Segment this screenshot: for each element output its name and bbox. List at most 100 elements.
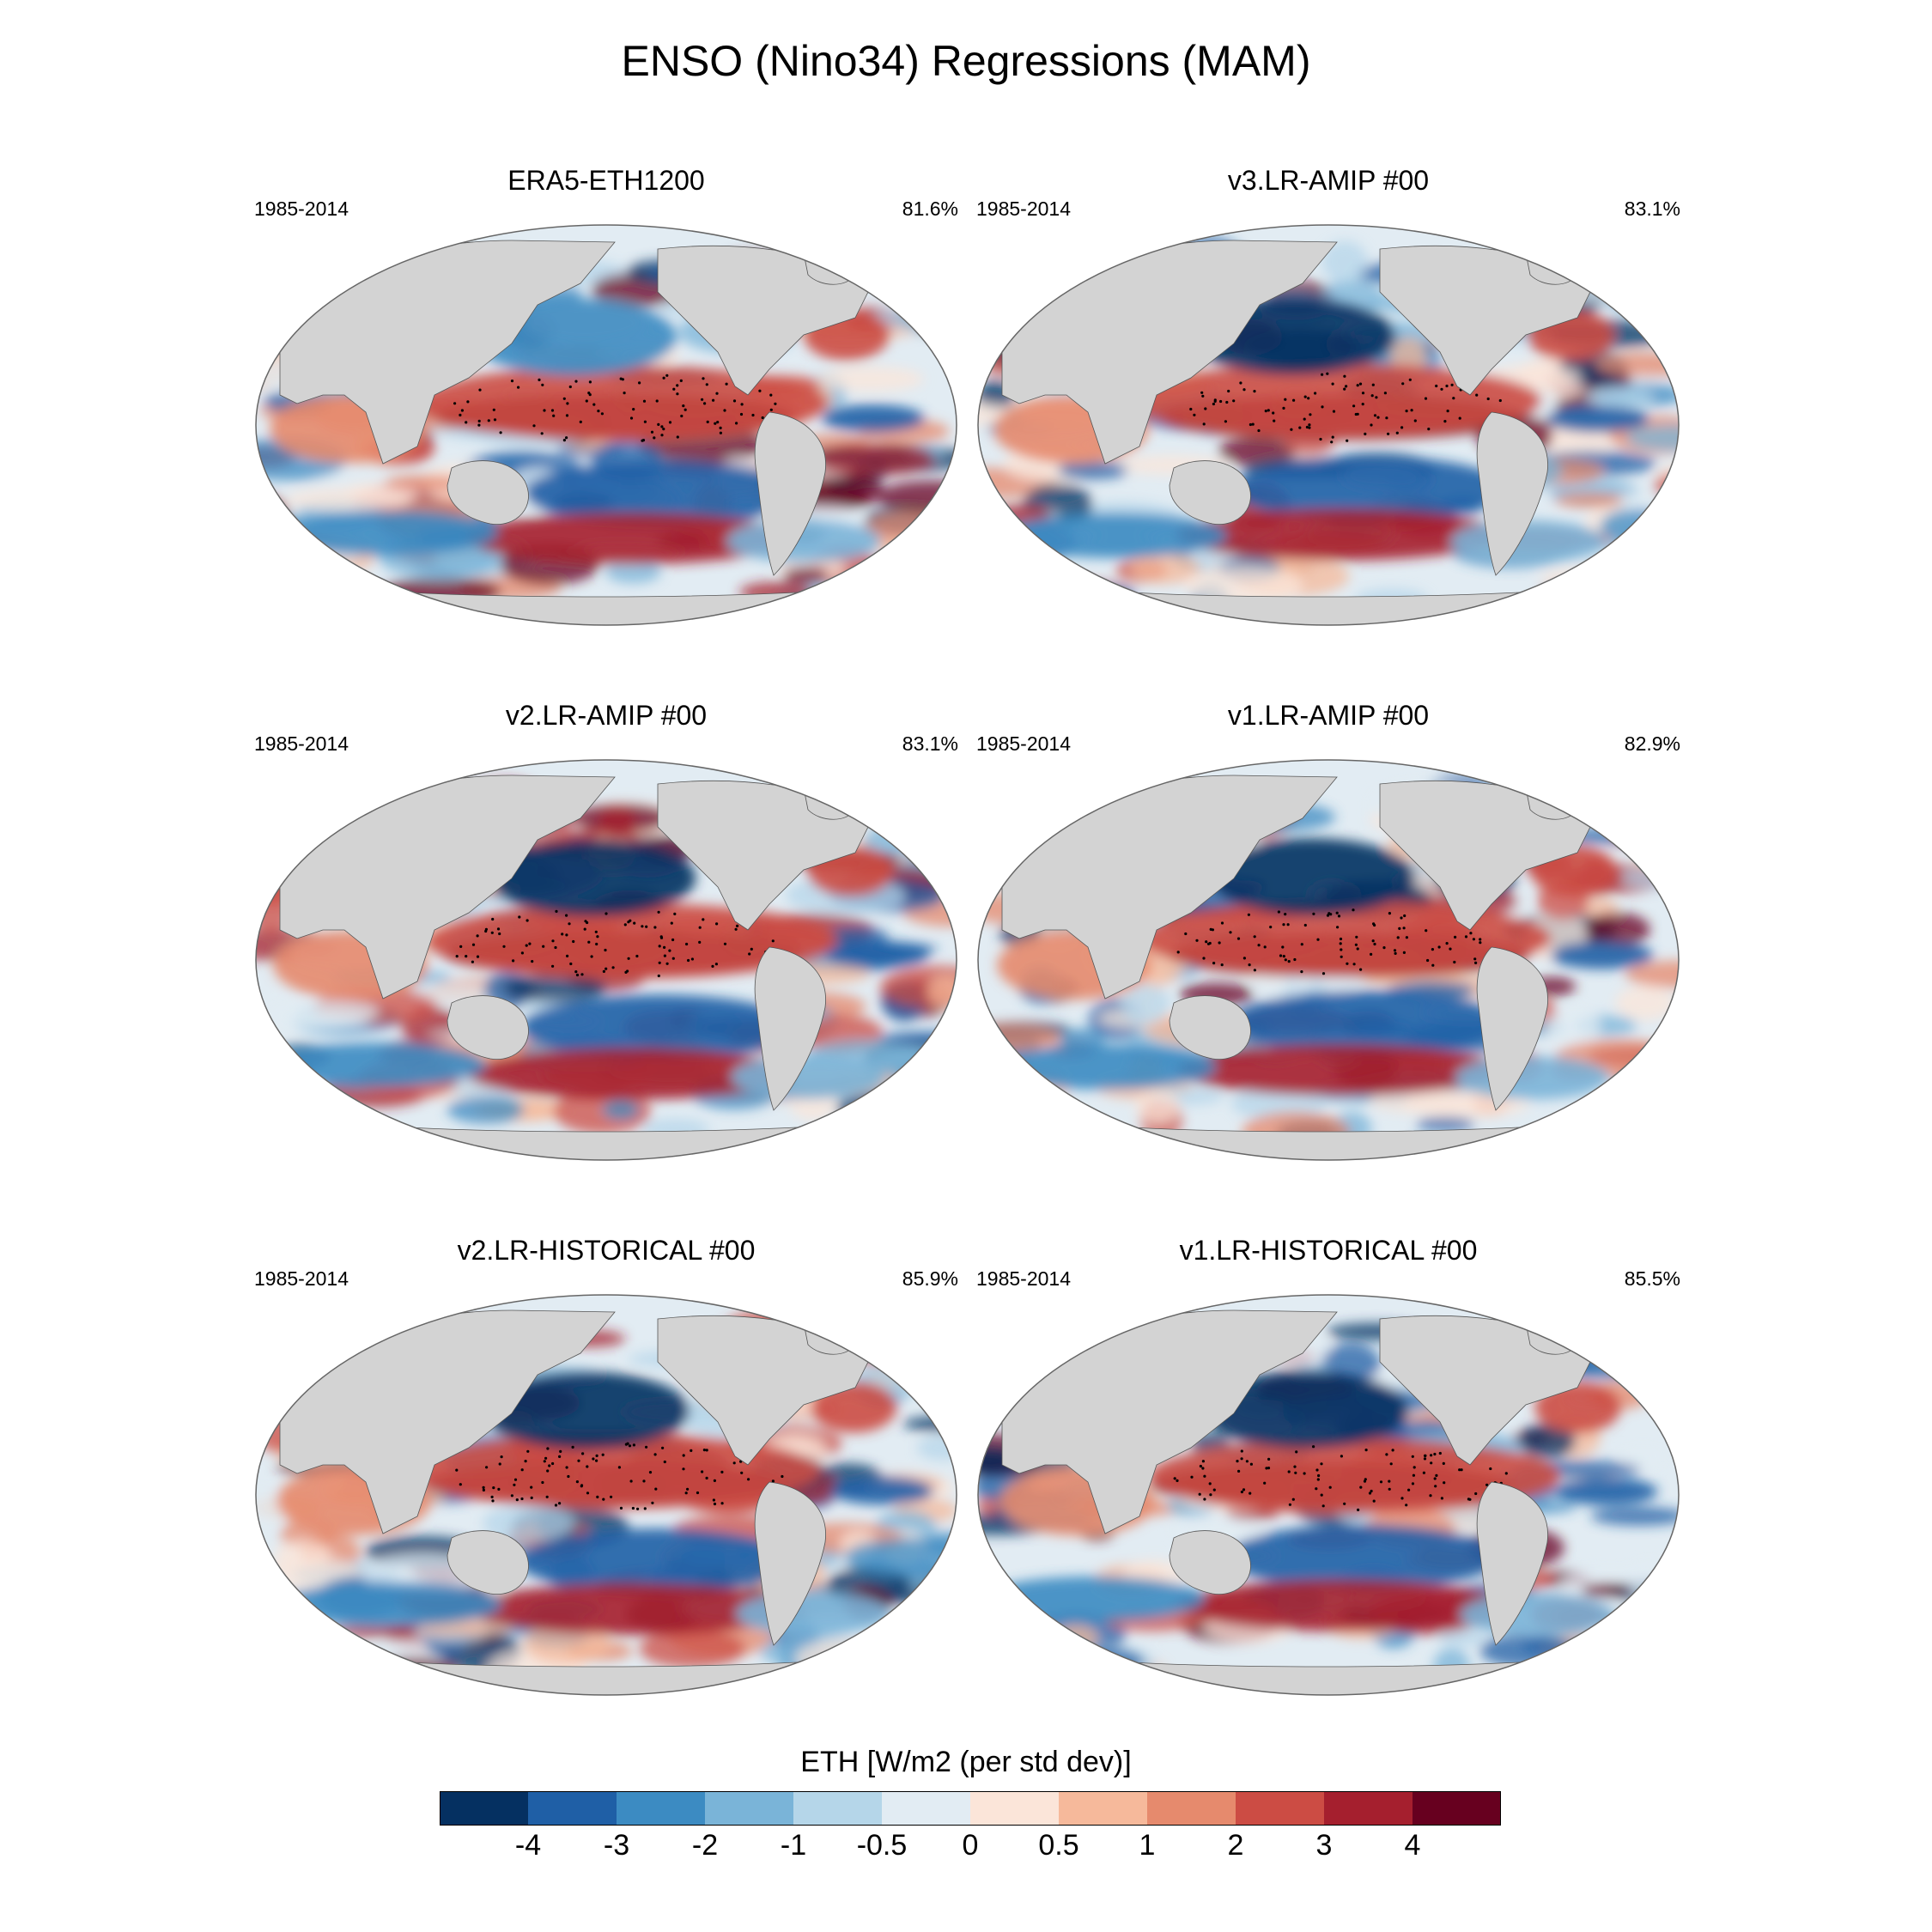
significance-dot (1405, 410, 1408, 413)
significance-dot (1385, 416, 1388, 420)
significance-dot (1340, 948, 1343, 951)
significance-dot (1435, 1473, 1438, 1477)
significance-dot (1227, 389, 1230, 393)
significance-dot (1263, 1481, 1267, 1485)
land-mass (1169, 460, 1251, 526)
anomaly-region (1550, 941, 1654, 969)
anomaly-cell (523, 1624, 611, 1665)
significance-dot (1339, 942, 1342, 945)
anomaly-cell (1615, 985, 1675, 1021)
significance-dot (1343, 374, 1346, 378)
significance-dot (771, 939, 775, 943)
significance-dot (682, 404, 685, 408)
panel-pattern-correlation: 81.6% (902, 197, 958, 220)
significance-dot (1267, 409, 1270, 412)
colorbar-tick-label: 4 (1404, 1829, 1421, 1862)
significance-dot (1431, 948, 1434, 951)
significance-dot (546, 1469, 550, 1473)
significance-dot (586, 1492, 590, 1495)
anomaly-cell (1585, 562, 1678, 578)
land-mass (447, 1530, 529, 1595)
anomaly-region (1455, 1056, 1610, 1100)
significance-dot (1445, 384, 1449, 388)
anomaly-region (465, 513, 793, 564)
significance-dot (1358, 382, 1363, 386)
significance-dot (565, 414, 569, 417)
significance-dot (1195, 939, 1199, 942)
significance-dot (1287, 1470, 1291, 1473)
significance-dot (499, 431, 502, 434)
significance-dot (596, 935, 599, 939)
significance-dot (1443, 1481, 1446, 1485)
significance-dot (498, 932, 501, 936)
colorbar-segment (1236, 1791, 1325, 1826)
significance-dot (476, 955, 480, 958)
colorbar-segment (1059, 1791, 1148, 1826)
significance-dot (1370, 423, 1373, 427)
significance-dot (1201, 1460, 1205, 1463)
anomaly-cell (1616, 1346, 1679, 1376)
significance-dot (551, 939, 555, 943)
world-map (977, 759, 1680, 1161)
significance-dot (626, 1442, 629, 1445)
significance-dot (1273, 419, 1276, 422)
significance-dot (657, 910, 660, 914)
significance-dot (459, 945, 463, 948)
anomaly-cell (1516, 1424, 1576, 1459)
significance-dot (629, 416, 634, 420)
significance-dot (705, 383, 708, 386)
significance-dot (569, 962, 573, 966)
significance-dot (571, 1445, 574, 1449)
significance-dot (1321, 405, 1324, 409)
significance-dot (1426, 958, 1430, 963)
colorbar-tick-label: 3 (1315, 1829, 1333, 1862)
significance-dot (1458, 1468, 1461, 1472)
significance-dot (623, 923, 627, 927)
significance-dot (696, 1491, 700, 1495)
panel-period: 1985-2014 (976, 197, 1071, 220)
significance-dot (1359, 968, 1363, 971)
anomaly-cell (1610, 827, 1679, 848)
significance-dot (1189, 407, 1193, 411)
anomaly-cell (1627, 1084, 1679, 1129)
land-mass (1476, 411, 1548, 576)
significance-dot (662, 428, 665, 431)
anomaly-cell (1438, 1630, 1487, 1646)
anomaly-region (821, 404, 925, 433)
anomaly-cell (602, 1100, 640, 1120)
significance-dot (482, 1488, 485, 1492)
significance-dot (1292, 398, 1296, 402)
anomaly-region (1546, 405, 1649, 433)
significance-dot (526, 919, 529, 922)
significance-dot (484, 929, 488, 933)
significance-dot (600, 412, 604, 416)
anomaly-cell (1218, 437, 1297, 466)
significance-dot (596, 1495, 599, 1498)
significance-dot (1286, 923, 1290, 927)
anomaly-region (731, 1055, 886, 1099)
anomaly-region (521, 994, 797, 1060)
significance-dot (565, 436, 568, 440)
significance-dot (1295, 1450, 1298, 1454)
anomaly-region (1232, 456, 1508, 522)
significance-dot (1308, 426, 1311, 429)
significance-dot (1352, 404, 1356, 408)
significance-dot (1240, 1490, 1243, 1494)
significance-dot (653, 926, 657, 929)
colorbar-tick-label: -3 (603, 1829, 630, 1862)
significance-dot (1445, 942, 1449, 945)
significance-dot (1337, 914, 1341, 918)
significance-dot (653, 436, 656, 440)
colorbar-tick-label: -0.5 (856, 1829, 908, 1862)
anomaly-cell (782, 567, 829, 584)
significance-dot (512, 959, 515, 963)
significance-dot (1430, 1454, 1433, 1457)
significance-dot (1176, 1479, 1179, 1482)
significance-dot (638, 381, 641, 385)
anomaly-cell (916, 1436, 957, 1461)
significance-dot (720, 1502, 724, 1505)
significance-dot (1291, 1498, 1295, 1501)
significance-dot (1224, 420, 1227, 423)
map-panel: ERA5-ETH1200 1985-2014 81.6% (254, 165, 958, 629)
significance-dot (1375, 396, 1378, 399)
